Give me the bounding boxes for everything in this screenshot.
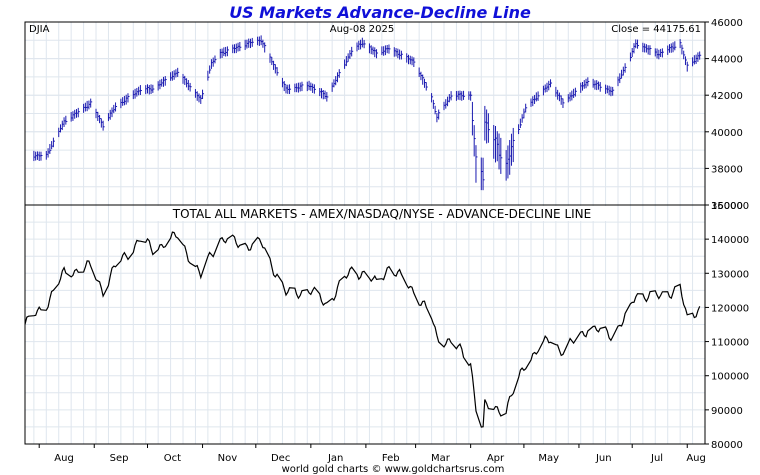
x-tick-label: May [538,453,559,464]
x-tick-label: Apr [487,453,505,464]
y-tick-label: 100000 [711,372,749,383]
x-tick-label: Sep [110,453,129,464]
bottom-panel-grid [25,204,705,445]
bottom-title-bg [157,206,607,221]
chart-title: US Markets Advance-Decline Line [229,3,531,22]
y-tick-label: 42000 [711,91,743,102]
symbol-label: DJIA [29,24,50,35]
y-tick-label: 140000 [711,235,749,246]
y-tick-label: 120000 [711,303,749,314]
advance-decline-line [24,231,701,428]
x-axis: Aug Sep Oct Nov Dec Jan Feb Mar Apr May Jun Jul Aug [38,444,706,464]
x-tick-label: Jun [595,453,612,464]
top-y-axis: 36000 38000 40000 42000 44000 46000 [705,18,743,212]
x-tick-label: Feb [382,453,400,464]
date-label: Aug-08 2025 [330,24,395,35]
y-tick-label: 90000 [711,406,743,417]
x-tick-label: Jan [327,453,343,464]
y-tick-label: 150000 [711,201,749,212]
y-tick-label: 44000 [711,55,743,66]
y-tick-label: 36000 [711,201,743,212]
bottom-y-axis: 80000 90000 100000 110000 120000 130000 140000… [705,201,749,451]
y-tick-label: 130000 [711,269,749,280]
y-tick-label: 46000 [711,18,743,29]
chart-frame [24,21,706,445]
x-tick-label: Oct [164,453,181,464]
x-tick-label: Dec [271,453,290,464]
x-tick-label: Mar [431,453,451,464]
y-tick-label: 38000 [711,164,743,175]
djia-price-bars [33,35,702,191]
y-tick-label: 40000 [711,128,743,139]
top-panel-grid [25,21,705,206]
x-tick-label: Aug [54,453,74,464]
close-label: Close = 44175.61 [611,24,701,35]
x-tick-label: Jul [650,453,663,464]
x-tick-label: Aug [686,453,706,464]
y-tick-label: 80000 [711,440,743,451]
x-tick-label: Nov [218,453,238,464]
y-tick-label: 110000 [711,338,749,349]
footer-credit: world gold charts © www.goldchartsrus.co… [282,464,505,475]
bottom-panel-title: TOTAL ALL MARKETS - AMEX/NASDAQ/NYSE - A… [172,207,591,221]
